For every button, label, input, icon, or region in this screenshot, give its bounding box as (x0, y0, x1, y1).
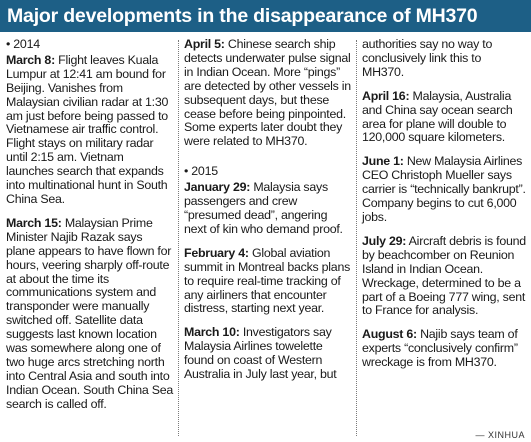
timeline-entry-march-10-continued: authorities say no way to conclusively l… (362, 37, 526, 80)
timeline-entry-august-6: August 6: Najib says team of experts “co… (362, 327, 526, 370)
entry-date: March 10: (184, 325, 240, 340)
entry-text: Najib says team of experts “conclusively… (362, 327, 518, 370)
entry-text: authorities say no way to conclusively l… (362, 37, 493, 79)
timeline-column-1: • 2014 March 8: Flight leaves Kuala Lump… (6, 37, 174, 438)
timeline-entry-april-5: April 5: Chinese search ship detects und… (184, 37, 352, 149)
entry-text: Global aviation summit in Montreal backs… (184, 245, 351, 316)
timeline-column-3: authorities say no way to conclusively l… (362, 37, 526, 438)
year-heading-2014: • 2014 (6, 37, 40, 51)
timeline-entry-march-15: March 15: Malaysian Prime Minister Najib… (6, 215, 174, 412)
entry-date: January 29: (184, 180, 251, 195)
entry-text: Malaysia says passengers and crew “presu… (184, 180, 343, 236)
entry-date: July 29: (362, 233, 407, 248)
page-title: Major developments in the disappearance … (0, 0, 531, 32)
timeline-column-2: April 5: Chinese search ship detects und… (184, 37, 352, 438)
entry-text: Malaysia, Australia and China say ocean … (362, 88, 513, 145)
column-divider (356, 40, 357, 436)
entry-text: Malaysian Prime Minister Najib Razak say… (6, 215, 174, 411)
timeline-entry-june-1: June 1: New Malaysia Airlines CEO Christ… (362, 154, 526, 225)
entry-date: April 5: (184, 37, 225, 51)
timeline: • 2014 March 8: Flight leaves Kuala Lump… (0, 37, 531, 442)
timeline-entry-february-4: February 4: Global aviation summit in Mo… (184, 245, 352, 317)
timeline-entry-april-16: April 16: Malaysia, Australia and China … (362, 88, 526, 146)
entry-date: March 8: (6, 52, 55, 67)
source-credit: — XINHUA (475, 430, 525, 440)
entry-text: Investigators say Malaysia Airlines towe… (184, 325, 337, 382)
column-divider (178, 40, 179, 436)
entry-date: August 6: (362, 327, 417, 342)
entry-text: Aircraft debris is found by beachcomber … (362, 233, 526, 318)
entry-date: March 15: (6, 215, 62, 230)
entry-date: June 1: (362, 154, 404, 169)
entry-date: April 16: (362, 88, 410, 103)
entry-text: Flight leaves Kuala Lumpur at 12:41 am b… (6, 52, 169, 206)
year-heading-2015: • 2015 (184, 164, 218, 179)
entry-text: New Malaysia Airlines CEO Christoph Muel… (362, 154, 526, 224)
entry-text: Chinese search ship detects underwater p… (184, 37, 351, 149)
timeline-entry-march-10: March 10: Investigators say Malaysia Air… (184, 325, 352, 382)
entry-date: February 4: (184, 245, 249, 260)
timeline-entry-january-29: January 29: Malaysia says passengers and… (184, 180, 352, 237)
timeline-entry-march-8: March 8: Flight leaves Kuala Lumpur at 1… (6, 52, 174, 207)
timeline-entry-july-29: July 29: Aircraft debris is found by bea… (362, 233, 526, 318)
